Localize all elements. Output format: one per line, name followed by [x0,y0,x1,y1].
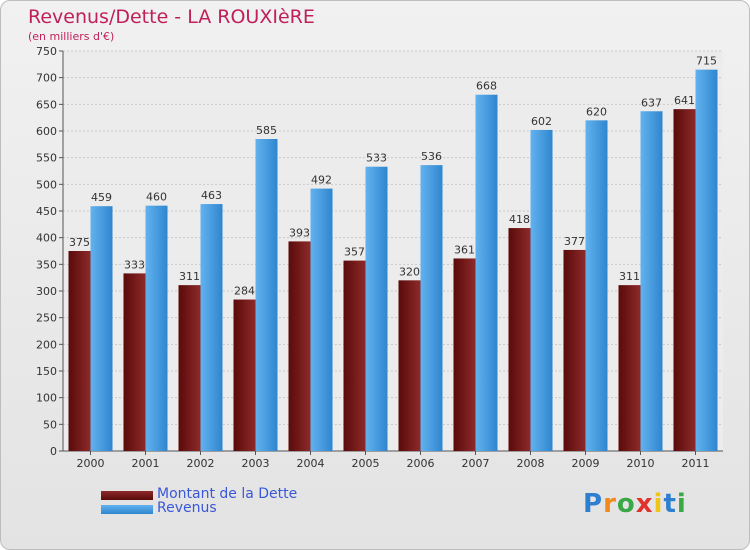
bar-revenue [200,204,223,451]
y-tick-label: 250 [36,312,57,325]
y-tick-label: 50 [43,418,57,431]
bar-revenue [90,206,113,451]
bar-debt [288,241,311,451]
bar-revenue [145,205,168,451]
y-tick-label: 0 [50,445,57,458]
y-tick-label: 100 [36,392,57,405]
bar-debt [343,260,366,451]
legend-label-revenue: Revenus [157,500,217,516]
bar-debt [673,109,696,451]
data-label-revenue: 463 [201,189,222,202]
data-label-revenue: 460 [146,191,167,204]
bar-revenue [420,165,443,451]
data-label-revenue: 668 [476,80,497,93]
bar-debt [398,280,421,451]
chart-title: Revenus/Dette - LA ROUXIèRE [28,6,315,28]
y-tick-label: 550 [36,152,57,165]
x-tick-label: 2004 [297,457,325,470]
y-tick-label: 350 [36,258,57,271]
x-tick-label: 2010 [627,457,655,470]
data-label-debt: 311 [179,270,200,283]
plot-area [63,51,723,451]
x-tick-label: 2011 [682,457,710,470]
legend-label-debt: Montant de la Dette [157,486,298,502]
data-label-revenue: 585 [256,124,277,137]
bar-revenue [640,111,663,452]
bar-revenue [255,139,278,451]
logo-letter: x [635,489,654,519]
logo-letter: P [583,489,604,519]
legend-swatch-revenue [101,505,153,514]
bar-debt [68,251,91,451]
data-label-revenue: 533 [366,152,387,165]
x-tick-label: 2002 [187,457,215,470]
x-tick-label: 2003 [242,457,270,470]
bar-debt [123,273,146,451]
logo-letter: o [616,489,636,519]
y-tick-label: 200 [36,338,57,351]
x-tick-label: 2001 [132,457,160,470]
bar-revenue [585,120,608,451]
bar-revenue [530,129,553,451]
data-label-debt: 311 [619,270,640,283]
data-label-revenue: 637 [641,96,662,109]
bar-debt [618,285,641,451]
logo-letter: i [676,489,687,519]
data-label-debt: 361 [454,243,475,256]
bar-debt [178,285,201,451]
data-label-debt: 375 [69,236,90,249]
data-label-revenue: 620 [586,105,607,118]
x-tick-label: 2009 [572,457,600,470]
data-label-debt: 377 [564,235,585,248]
data-label-revenue: 536 [421,150,442,163]
data-label-debt: 284 [234,285,255,298]
y-tick-label: 450 [36,205,57,218]
x-tick-label: 2005 [352,457,380,470]
x-tick-label: 2006 [407,457,435,470]
bar-debt [563,249,586,451]
x-tick-label: 2007 [462,457,490,470]
data-label-debt: 393 [289,226,310,239]
x-tick-label: 2000 [77,457,105,470]
bar-debt [508,228,531,451]
bar-revenue [475,94,498,451]
y-tick-label: 150 [36,365,57,378]
y-tick-label: 650 [36,98,57,111]
data-label-debt: 333 [124,258,145,271]
logo-letter: t [663,489,677,519]
chart-subtitle: (en milliers d'€) [28,30,115,43]
y-tick-label: 400 [36,232,57,245]
x-tick-label: 2008 [517,457,545,470]
data-label-revenue: 602 [531,115,552,128]
data-label-debt: 418 [509,213,530,226]
logo-letter: r [603,489,617,519]
y-tick-label: 700 [36,72,57,85]
legend-swatch-debt [101,491,153,500]
data-label-revenue: 459 [91,191,112,204]
y-tick-label: 300 [36,285,57,298]
bar-revenue [365,166,388,451]
bar-revenue [310,188,333,451]
y-tick-label: 600 [36,125,57,138]
data-label-revenue: 492 [311,174,332,187]
data-label-revenue: 715 [696,55,717,68]
data-label-debt: 641 [674,94,695,107]
y-tick-label: 500 [36,178,57,191]
bar-debt [233,299,256,451]
bar-revenue [695,69,718,452]
y-tick-label: 750 [36,45,57,58]
data-label-debt: 320 [399,265,420,278]
data-label-debt: 357 [344,246,365,259]
proxiti-logo: Proxiti [583,489,687,519]
bar-debt [453,258,476,451]
logo-letter: i [653,489,664,519]
